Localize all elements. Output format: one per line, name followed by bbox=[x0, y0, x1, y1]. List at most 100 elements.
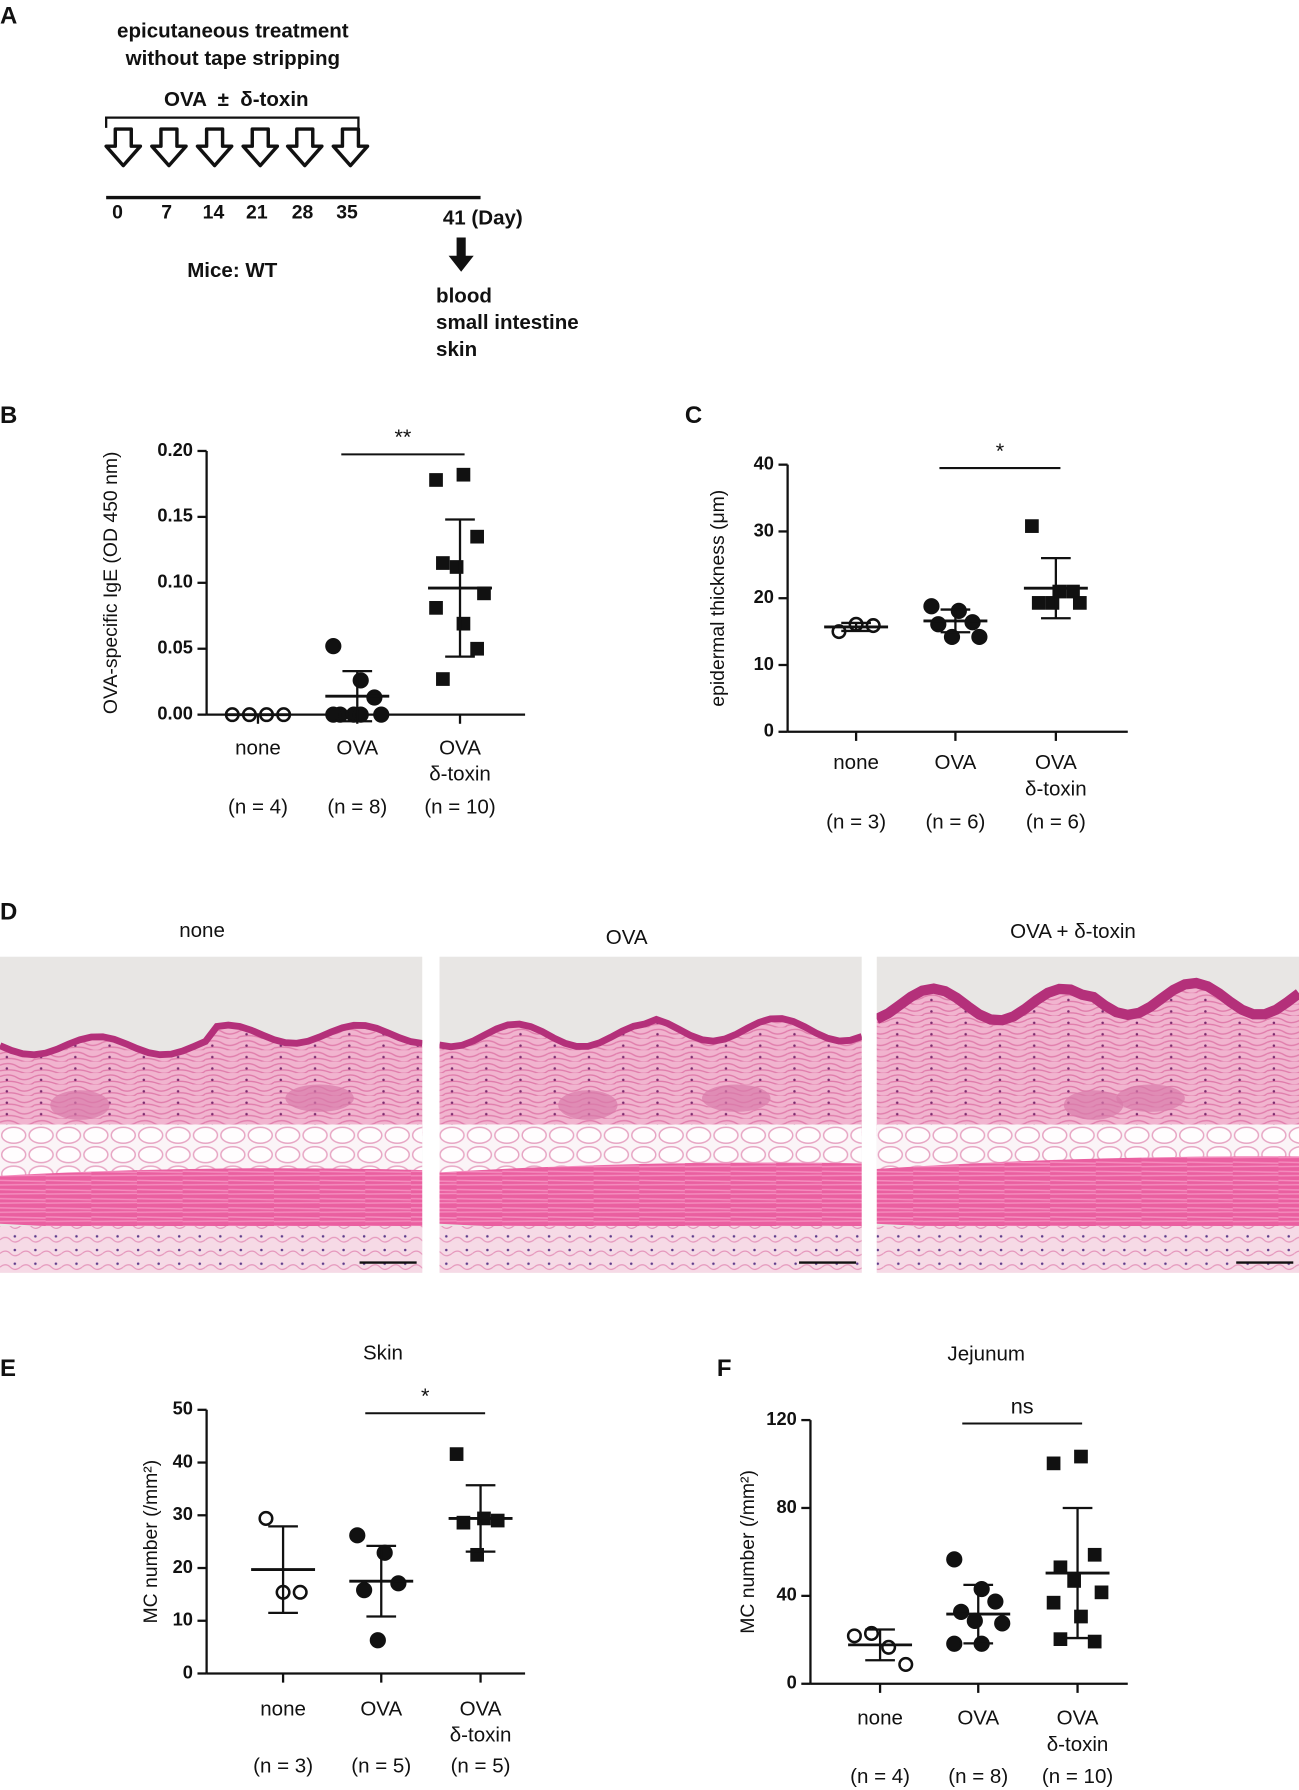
y-tick-label: 0.05 bbox=[157, 637, 193, 658]
significance-label: * bbox=[421, 1383, 430, 1408]
treatment-arrow bbox=[331, 127, 370, 168]
sample-label: small intestine bbox=[436, 311, 579, 334]
y-tick-label: 50 bbox=[173, 1398, 193, 1419]
x-tick-label: OVA bbox=[957, 1707, 999, 1730]
data-point bbox=[1074, 1449, 1088, 1464]
data-point bbox=[994, 1615, 1011, 1632]
epidermis bbox=[0, 1021, 423, 1059]
data-point bbox=[436, 556, 450, 570]
data-point bbox=[1046, 1595, 1061, 1610]
x-tick-label: OVA bbox=[336, 736, 378, 759]
data-point bbox=[258, 1510, 274, 1526]
data-point bbox=[456, 467, 471, 482]
data-point bbox=[436, 672, 450, 686]
panel-letter: C bbox=[685, 402, 702, 429]
data-point bbox=[490, 1513, 505, 1528]
data-point bbox=[930, 616, 947, 633]
treatment-arrow bbox=[150, 127, 188, 168]
data-point bbox=[470, 529, 484, 544]
day-label: 21 bbox=[246, 202, 268, 224]
y-tick-label: 20 bbox=[173, 1556, 193, 1577]
x-tick-label: none bbox=[235, 736, 281, 759]
image-label: none bbox=[179, 919, 225, 942]
data-point bbox=[352, 706, 369, 723]
sample-arrow bbox=[448, 237, 474, 272]
y-tick-label: 0 bbox=[183, 1661, 193, 1682]
n-label: (n = 4) bbox=[850, 1765, 910, 1788]
n-label: (n = 4) bbox=[228, 796, 288, 819]
y-axis-label: MC number (/mm²) bbox=[737, 1470, 759, 1634]
mice-label: Mice: WT bbox=[187, 259, 278, 282]
bracket bbox=[105, 116, 360, 128]
y-tick-label: 80 bbox=[776, 1496, 796, 1517]
treatment-arrow bbox=[285, 127, 324, 168]
histology-image bbox=[0, 956, 423, 1273]
x-tick-label: δ-toxin bbox=[1047, 1733, 1109, 1756]
data-point bbox=[1045, 596, 1060, 610]
y-tick-label: 40 bbox=[776, 1584, 796, 1605]
treatment-arrow bbox=[241, 127, 280, 168]
sample-label: skin bbox=[436, 338, 477, 361]
data-point bbox=[369, 1632, 386, 1649]
data-point bbox=[373, 706, 390, 723]
epidermis bbox=[876, 977, 1299, 1026]
data-point bbox=[898, 1656, 914, 1672]
y-tick-label: 10 bbox=[754, 653, 774, 674]
data-point bbox=[449, 1447, 464, 1461]
significance-label: ** bbox=[395, 424, 412, 449]
gland bbox=[1116, 1084, 1185, 1112]
day-label: 28 bbox=[292, 202, 314, 224]
subcutis bbox=[0, 1226, 423, 1273]
schematic-title: without tape stripping bbox=[125, 47, 340, 70]
data-point bbox=[1074, 1609, 1088, 1624]
data-point bbox=[1046, 1456, 1061, 1471]
x-tick-label: OVA bbox=[460, 1697, 502, 1720]
n-label: (n = 10) bbox=[1042, 1765, 1113, 1788]
schematic-title: epicutaneous treatment bbox=[117, 19, 349, 42]
data-point bbox=[946, 1551, 963, 1568]
x-tick-label: OVA bbox=[934, 751, 976, 774]
sample-label: blood bbox=[436, 284, 492, 307]
treatment-label: OVA ± δ-toxin bbox=[164, 88, 309, 111]
muscle-layer bbox=[0, 1168, 423, 1231]
data-point bbox=[1025, 519, 1039, 533]
chart-title: Skin bbox=[363, 1341, 403, 1364]
gland bbox=[285, 1084, 354, 1112]
n-label: (n = 8) bbox=[327, 796, 387, 819]
chart-title: Jejunum bbox=[947, 1342, 1025, 1365]
y-tick-label: 10 bbox=[173, 1609, 193, 1630]
day-label: 0 bbox=[112, 202, 123, 224]
y-tick-label: 120 bbox=[766, 1408, 796, 1429]
panel-letter: B bbox=[0, 402, 17, 429]
data-point bbox=[1053, 1632, 1068, 1647]
x-tick-label: δ-toxin bbox=[1025, 777, 1087, 800]
day-label: 14 bbox=[203, 202, 225, 224]
x-tick-label: OVA bbox=[439, 736, 481, 759]
dermis bbox=[439, 1018, 862, 1136]
y-tick-label: 20 bbox=[754, 586, 774, 607]
data-point bbox=[390, 1575, 407, 1592]
day-label: 7 bbox=[161, 202, 172, 224]
n-label: (n = 6) bbox=[1026, 811, 1086, 834]
data-point bbox=[846, 1628, 862, 1644]
muscle-layer bbox=[876, 1156, 1299, 1231]
panel-letter: E bbox=[0, 1355, 16, 1382]
x-tick-label: none bbox=[260, 1697, 306, 1720]
data-point bbox=[953, 1603, 970, 1621]
y-tick-label: 0.20 bbox=[157, 439, 193, 460]
muscle-layer bbox=[439, 1162, 862, 1231]
data-point bbox=[1031, 596, 1046, 610]
data-point bbox=[449, 560, 464, 574]
data-point bbox=[1094, 1585, 1109, 1600]
n-label: (n = 10) bbox=[424, 796, 495, 819]
data-point bbox=[429, 601, 443, 615]
y-tick-label: 0 bbox=[787, 1672, 797, 1693]
panel-letter: D bbox=[0, 899, 17, 926]
image-label: OVA bbox=[606, 926, 648, 949]
y-axis-label: MC number (/mm²) bbox=[140, 1460, 162, 1624]
data-point bbox=[950, 602, 967, 620]
subcutis bbox=[876, 1226, 1299, 1273]
epidermis bbox=[439, 1015, 862, 1051]
